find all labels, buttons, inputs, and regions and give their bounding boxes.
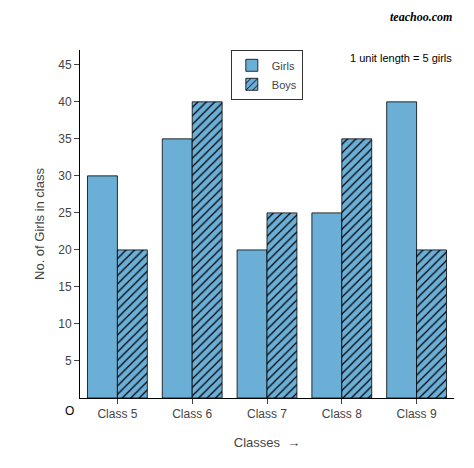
svg-text:45: 45: [58, 58, 72, 72]
svg-text:1 unit length = 5 girls: 1 unit length = 5 girls: [350, 52, 452, 64]
svg-text:35: 35: [58, 132, 72, 146]
svg-text:Boys: Boys: [272, 79, 297, 91]
svg-text:40: 40: [58, 95, 72, 109]
svg-text:10: 10: [58, 317, 72, 331]
svg-text:25: 25: [58, 206, 72, 220]
svg-text:No. of Girls in class: No. of Girls in class: [32, 168, 47, 280]
svg-text:30: 30: [58, 169, 72, 183]
svg-text:Class 9: Class 9: [397, 407, 437, 421]
svg-text:Class 7: Class 7: [247, 407, 287, 421]
svg-text:15: 15: [58, 280, 72, 294]
svg-text:Classes →: Classes →: [234, 435, 300, 450]
svg-text:teachoo.com: teachoo.com: [390, 10, 452, 24]
svg-text:O: O: [65, 404, 74, 418]
svg-text:Class 5: Class 5: [97, 407, 137, 421]
svg-text:5: 5: [65, 354, 72, 368]
svg-text:Class 8: Class 8: [322, 407, 362, 421]
svg-text:Girls: Girls: [272, 60, 295, 72]
svg-text:Class 6: Class 6: [172, 407, 212, 421]
svg-text:20: 20: [58, 243, 72, 257]
